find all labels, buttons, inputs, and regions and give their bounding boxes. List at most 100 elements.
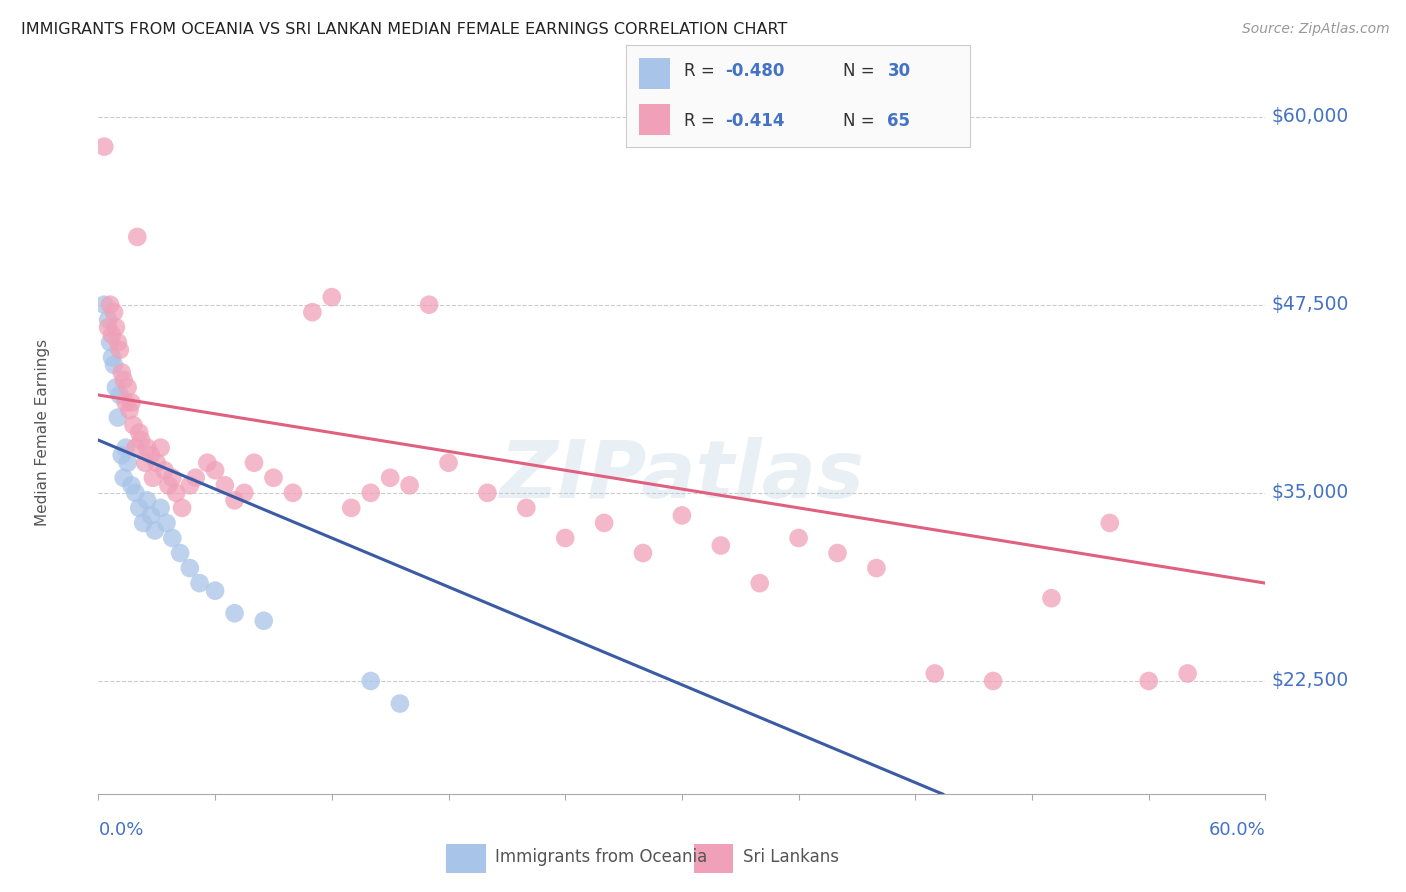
Point [437, 456, 460, 470]
Point [360, 485, 382, 500]
Point [127, 230, 149, 244]
Point [149, 500, 172, 515]
Point [253, 614, 276, 628]
Point [136, 493, 159, 508]
Text: $60,000: $60,000 [1271, 107, 1348, 126]
Point [103, 305, 125, 319]
Point [243, 456, 266, 470]
Point [114, 395, 136, 409]
Point [98, 335, 121, 350]
Text: N =: N = [842, 112, 880, 129]
Point [631, 546, 654, 560]
Point [98, 298, 121, 312]
Point [111, 366, 134, 380]
Point [136, 441, 159, 455]
Point [204, 463, 226, 477]
Point [1137, 673, 1160, 688]
Point [143, 524, 166, 538]
Point [93, 298, 115, 312]
Point [162, 471, 184, 485]
Point [139, 508, 162, 523]
Point [179, 561, 201, 575]
Point [1098, 516, 1121, 530]
FancyBboxPatch shape [693, 845, 734, 873]
Text: Immigrants from Oceania: Immigrants from Oceania [495, 848, 707, 866]
Point [748, 576, 770, 591]
Point [671, 508, 693, 523]
Point [149, 441, 172, 455]
Text: R =: R = [685, 62, 720, 80]
Point [1177, 666, 1199, 681]
Point [179, 478, 201, 492]
Point [340, 500, 363, 515]
Text: Median Female Earnings: Median Female Earnings [35, 339, 49, 526]
Point [117, 456, 139, 470]
Point [188, 576, 211, 591]
Point [155, 516, 177, 530]
Text: R =: R = [685, 112, 720, 129]
Point [157, 478, 180, 492]
Point [262, 471, 284, 485]
Text: Sri Lankans: Sri Lankans [742, 848, 838, 866]
Point [107, 410, 129, 425]
Point [162, 531, 184, 545]
Point [104, 380, 127, 394]
Point [132, 516, 155, 530]
Point [121, 395, 143, 409]
Point [142, 471, 165, 485]
Point [97, 312, 120, 326]
Point [112, 373, 135, 387]
Text: Source: ZipAtlas.com: Source: ZipAtlas.com [1241, 22, 1389, 37]
Point [710, 539, 733, 553]
Point [114, 441, 136, 455]
Point [128, 425, 150, 440]
Point [321, 290, 343, 304]
Text: $22,500: $22,500 [1271, 672, 1348, 690]
Text: ZIPatlas: ZIPatlas [499, 437, 865, 515]
Point [103, 358, 125, 372]
Point [101, 327, 124, 342]
Text: $35,000: $35,000 [1271, 483, 1348, 502]
Point [593, 516, 616, 530]
Point [165, 485, 187, 500]
Point [108, 388, 131, 402]
Point [107, 335, 129, 350]
Point [117, 380, 139, 394]
Text: IMMIGRANTS FROM OCEANIA VS SRI LANKAN MEDIAN FEMALE EARNINGS CORRELATION CHART: IMMIGRANTS FROM OCEANIA VS SRI LANKAN ME… [21, 22, 787, 37]
Text: -0.414: -0.414 [725, 112, 785, 129]
Point [111, 448, 134, 462]
Text: 60.0%: 60.0% [1209, 821, 1265, 839]
Point [124, 441, 146, 455]
Point [93, 139, 115, 153]
Point [139, 448, 162, 462]
Point [214, 478, 236, 492]
Point [112, 471, 135, 485]
Point [129, 433, 152, 447]
Point [101, 351, 124, 365]
Point [554, 531, 576, 545]
Point [122, 418, 145, 433]
Point [184, 471, 207, 485]
FancyBboxPatch shape [640, 58, 671, 88]
Point [787, 531, 810, 545]
Point [169, 546, 191, 560]
Point [124, 485, 146, 500]
Point [153, 463, 176, 477]
Point [224, 607, 246, 621]
Point [981, 673, 1004, 688]
Point [146, 456, 169, 470]
Point [97, 320, 120, 334]
Text: N =: N = [842, 62, 880, 80]
Point [118, 403, 141, 417]
Point [827, 546, 849, 560]
Point [108, 343, 131, 357]
Text: 30: 30 [887, 62, 911, 80]
Point [380, 471, 402, 485]
FancyBboxPatch shape [640, 104, 671, 135]
FancyBboxPatch shape [446, 845, 486, 873]
Point [398, 478, 420, 492]
Point [204, 583, 226, 598]
Point [128, 500, 150, 515]
Point [301, 305, 323, 319]
Point [515, 500, 537, 515]
